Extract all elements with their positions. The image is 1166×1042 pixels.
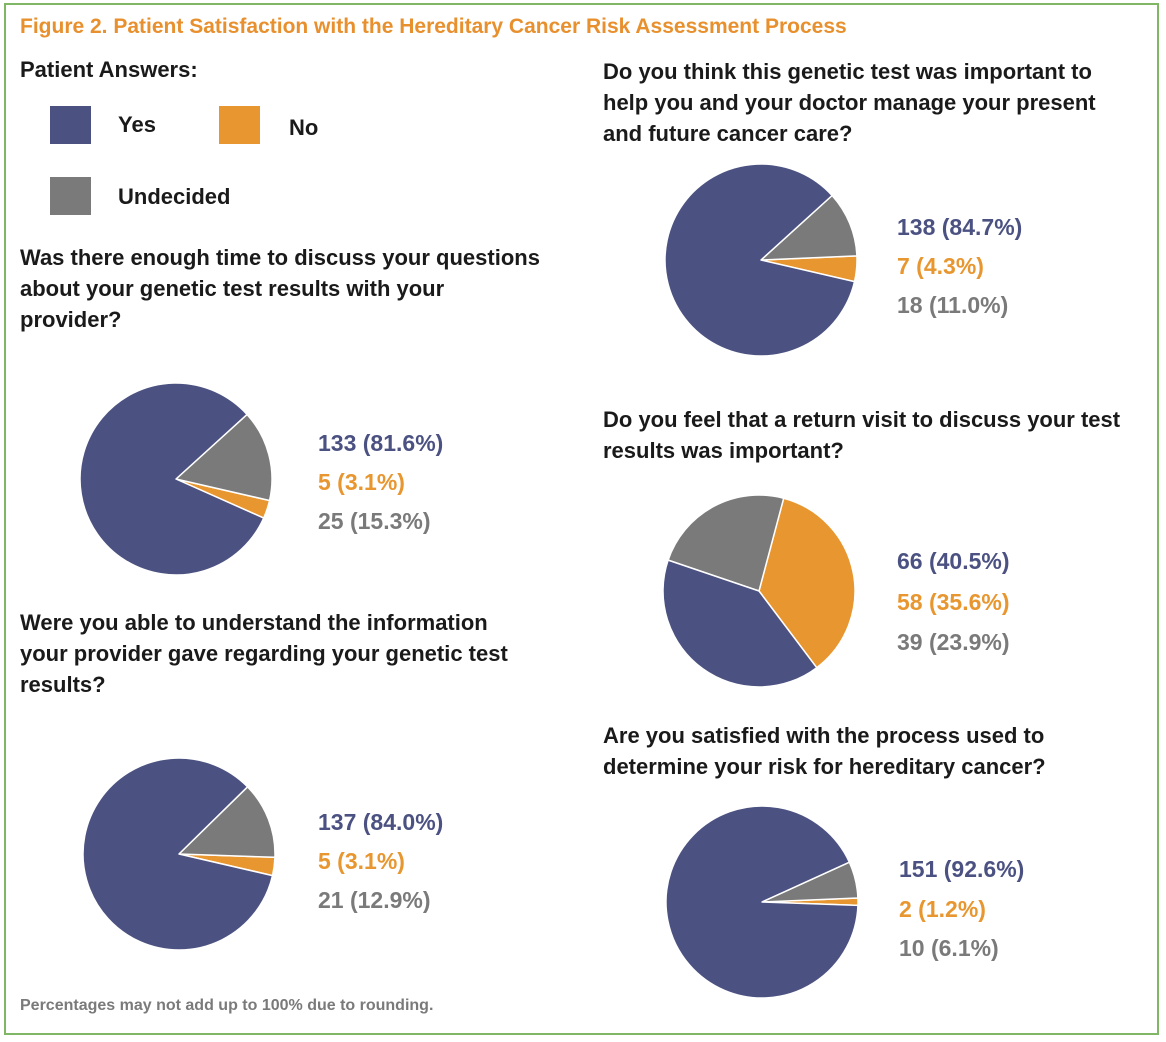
pie-slice-undecided — [178, 786, 276, 859]
chart-title-line: and future cancer care? — [603, 121, 853, 146]
chart-title-test-important: Do you think this genetic test was impor… — [603, 56, 1096, 149]
legend-swatch-yes — [50, 106, 91, 144]
pie-slice-yes — [665, 805, 859, 999]
chart-title-line: Do you feel that a return visit to discu… — [603, 407, 1121, 432]
chart-title-line: Are you satisfied with the process used … — [603, 723, 1045, 748]
pie-chart-satisfied-process — [665, 805, 859, 999]
legend-title: Patient Answers: — [20, 57, 198, 82]
pie-slice-undecided — [760, 194, 858, 261]
legend-label-undecided: Undecided — [118, 184, 231, 209]
pie-slice-yes — [82, 757, 274, 951]
data-label-undecided: 21 (12.9%) — [318, 887, 431, 913]
pie-slice-yes — [79, 382, 265, 576]
pie-slice-yes — [662, 559, 818, 688]
pie-slice-undecided — [667, 494, 785, 592]
data-label-no: 58 (35.6%) — [897, 589, 1010, 615]
chart-title-enough-time: Was there enough time to discuss your qu… — [20, 242, 540, 335]
pie-chart-enough-time — [79, 382, 273, 576]
pie-slice-undecided — [175, 413, 273, 502]
pie-chart-return-visit — [662, 494, 856, 688]
legend-swatch-no — [219, 106, 260, 144]
pie-slice-no — [758, 497, 856, 669]
footnote: Percentages may not add up to 100% due t… — [20, 997, 434, 1014]
chart-title-line: provider? — [20, 307, 122, 332]
chart-title-line: Were you able to understand the informat… — [20, 610, 488, 635]
legend-swatch-undecided — [50, 177, 91, 215]
data-label-yes: 151 (92.6%) — [899, 856, 1025, 882]
chart-title-line: Do you think this genetic test was impor… — [603, 59, 1092, 84]
chart-title-line: results was important? — [603, 438, 844, 463]
pie-chart-test-important — [664, 163, 858, 357]
chart-title-line: help you and your doctor manage your pre… — [603, 90, 1096, 115]
data-label-no: 2 (1.2%) — [899, 896, 986, 922]
data-label-no: 5 (3.1%) — [318, 848, 405, 874]
legend-label-no: No — [289, 115, 319, 140]
chart-title-line: determine your risk for hereditary cance… — [603, 754, 1046, 779]
pie-slice-yes — [664, 163, 856, 357]
figure-title: Figure 2. Patient Satisfaction with the … — [20, 15, 847, 38]
chart-title-line: about your genetic test results with you… — [20, 276, 445, 301]
data-label-no: 5 (3.1%) — [318, 469, 405, 495]
chart-title-line: Was there enough time to discuss your qu… — [20, 245, 540, 270]
chart-title-line: results? — [20, 672, 106, 697]
data-label-yes: 138 (84.7%) — [897, 214, 1023, 240]
pie-chart-understand-info — [82, 757, 276, 951]
figure-frame — [4, 3, 1159, 1035]
data-label-yes: 137 (84.0%) — [318, 809, 444, 835]
data-label-yes: 66 (40.5%) — [897, 548, 1010, 574]
data-label-no: 7 (4.3%) — [897, 253, 984, 279]
chart-title-line: your provider gave regarding your geneti… — [20, 641, 508, 666]
legend-label-yes: Yes — [118, 112, 156, 137]
data-label-undecided: 18 (11.0%) — [897, 292, 1009, 318]
chart-title-satisfied-process: Are you satisfied with the process used … — [603, 720, 1046, 782]
chart-title-understand-info: Were you able to understand the informat… — [20, 607, 508, 700]
data-label-undecided: 39 (23.9%) — [897, 629, 1010, 655]
data-label-undecided: 10 (6.1%) — [899, 935, 999, 961]
chart-title-return-visit: Do you feel that a return visit to discu… — [603, 404, 1120, 466]
data-label-undecided: 25 (15.3%) — [318, 508, 431, 534]
data-label-yes: 133 (81.6%) — [318, 430, 444, 456]
